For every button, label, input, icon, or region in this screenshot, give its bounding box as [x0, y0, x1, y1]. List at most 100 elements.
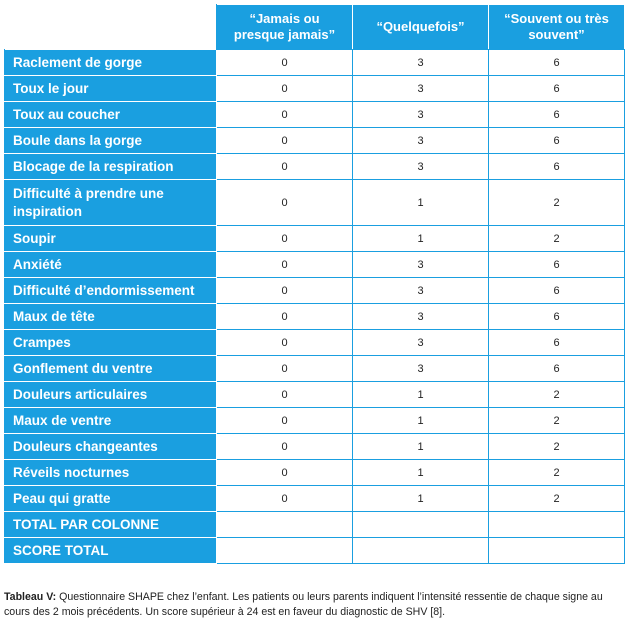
row-label: Gonflement du ventre [4, 355, 217, 382]
score-cell: 1 [352, 485, 489, 512]
score-cell: 1 [352, 433, 489, 460]
score-cell: 0 [216, 127, 353, 154]
score-cell: 3 [352, 101, 489, 128]
score-cell: 2 [488, 179, 625, 226]
score-cell: 0 [216, 179, 353, 226]
score-cell: 1 [352, 459, 489, 486]
score-cell: 0 [216, 433, 353, 460]
score-cell: 3 [352, 127, 489, 154]
score-cell: 0 [216, 303, 353, 330]
score-cell: 0 [216, 355, 353, 382]
score-cell: 6 [488, 355, 625, 382]
table-row: Gonflement du ventre 0 3 6 [4, 355, 625, 382]
score-cell: 2 [488, 225, 625, 252]
score-cell: 0 [216, 381, 353, 408]
score-cell: 6 [488, 251, 625, 278]
row-label: Difficulté d’endormissement [4, 277, 217, 304]
total-cell [216, 511, 353, 538]
header-souvent: “Souvent ou très souvent” [488, 4, 625, 50]
row-label: Maux de ventre [4, 407, 217, 434]
score-cell: 3 [352, 153, 489, 180]
table-row: Toux au coucher 0 3 6 [4, 101, 625, 128]
total-row: TOTAL PAR COLONNE [4, 511, 625, 538]
score-cell: 6 [488, 49, 625, 76]
score-cell: 0 [216, 485, 353, 512]
header-corner-cell [4, 4, 217, 50]
row-label: Blocage de la respiration [4, 153, 217, 180]
total-cell [216, 537, 353, 564]
score-cell: 0 [216, 277, 353, 304]
row-label: Soupir [4, 225, 217, 252]
table-row: Crampes 0 3 6 [4, 329, 625, 356]
table-row: Toux le jour 0 3 6 [4, 75, 625, 102]
row-label: Réveils nocturnes [4, 459, 217, 486]
table-row: Douleurs articulaires 0 1 2 [4, 381, 625, 408]
total-row-label: TOTAL PAR COLONNE [4, 511, 217, 538]
score-cell: 6 [488, 75, 625, 102]
header-jamais: “Jamais ou presque jamais” [216, 4, 353, 50]
score-cell: 6 [488, 101, 625, 128]
row-label: Crampes [4, 329, 217, 356]
caption-text: Questionnaire SHAPE chez l’enfant. Les p… [4, 591, 603, 618]
score-cell: 2 [488, 381, 625, 408]
header-quelquefois: “Quelquefois” [352, 4, 489, 50]
row-label: Peau qui gratte [4, 485, 217, 512]
table-row: Maux de tête 0 3 6 [4, 303, 625, 330]
score-cell: 1 [352, 179, 489, 226]
score-cell: 2 [488, 407, 625, 434]
score-cell: 1 [352, 381, 489, 408]
table-body: Raclement de gorge 0 3 6 Toux le jour 0 3 6 Toux… [4, 49, 625, 564]
score-cell: 3 [352, 355, 489, 382]
score-cell: 0 [216, 75, 353, 102]
score-cell: 6 [488, 153, 625, 180]
score-cell: 2 [488, 459, 625, 486]
table-row: Difficulté d’endormissement 0 3 6 [4, 277, 625, 304]
score-cell: 1 [352, 407, 489, 434]
total-cell [352, 511, 489, 538]
score-cell: 3 [352, 251, 489, 278]
score-cell: 3 [352, 277, 489, 304]
total-cell [488, 511, 625, 538]
score-cell: 0 [216, 101, 353, 128]
score-cell: 6 [488, 303, 625, 330]
score-cell: 0 [216, 459, 353, 486]
score-cell: 0 [216, 251, 353, 278]
score-cell: 3 [352, 329, 489, 356]
table-row: Anxiété 0 3 6 [4, 251, 625, 278]
row-label: Difficulté à prendre une inspiration [4, 179, 217, 226]
table-caption: Tableau V: Questionnaire SHAPE chez l’en… [4, 590, 626, 620]
score-cell: 3 [352, 49, 489, 76]
score-cell: 0 [216, 153, 353, 180]
row-label: Douleurs changeantes [4, 433, 217, 460]
score-cell: 2 [488, 485, 625, 512]
score-cell: 0 [216, 407, 353, 434]
total-cell [488, 537, 625, 564]
row-label: Douleurs articulaires [4, 381, 217, 408]
row-label: Boule dans la gorge [4, 127, 217, 154]
shape-questionnaire-table: “Jamais ou presque jamais” “Quelquefois”… [4, 4, 625, 564]
row-label: Raclement de gorge [4, 49, 217, 76]
score-cell: 6 [488, 127, 625, 154]
table-row: Difficulté à prendre une inspiration 0 1 2 [4, 179, 625, 226]
table-row: Peau qui gratte 0 1 2 [4, 485, 625, 512]
total-cell [352, 537, 489, 564]
table-header-row: “Jamais ou presque jamais” “Quelquefois”… [4, 4, 625, 50]
score-cell: 0 [216, 225, 353, 252]
table-row: Blocage de la respiration 0 3 6 [4, 153, 625, 180]
total-row: SCORE TOTAL [4, 537, 625, 564]
score-cell: 6 [488, 329, 625, 356]
table-row: Douleurs changeantes 0 1 2 [4, 433, 625, 460]
row-label: Toux le jour [4, 75, 217, 102]
score-cell: 1 [352, 225, 489, 252]
table-row: Réveils nocturnes 0 1 2 [4, 459, 625, 486]
score-cell: 2 [488, 433, 625, 460]
score-cell: 0 [216, 49, 353, 76]
score-cell: 3 [352, 303, 489, 330]
caption-label: Tableau V: [4, 591, 57, 603]
row-label: Maux de tête [4, 303, 217, 330]
table-row: Maux de ventre 0 1 2 [4, 407, 625, 434]
score-cell: 6 [488, 277, 625, 304]
table-row: Raclement de gorge 0 3 6 [4, 49, 625, 76]
table-row: Soupir 0 1 2 [4, 225, 625, 252]
